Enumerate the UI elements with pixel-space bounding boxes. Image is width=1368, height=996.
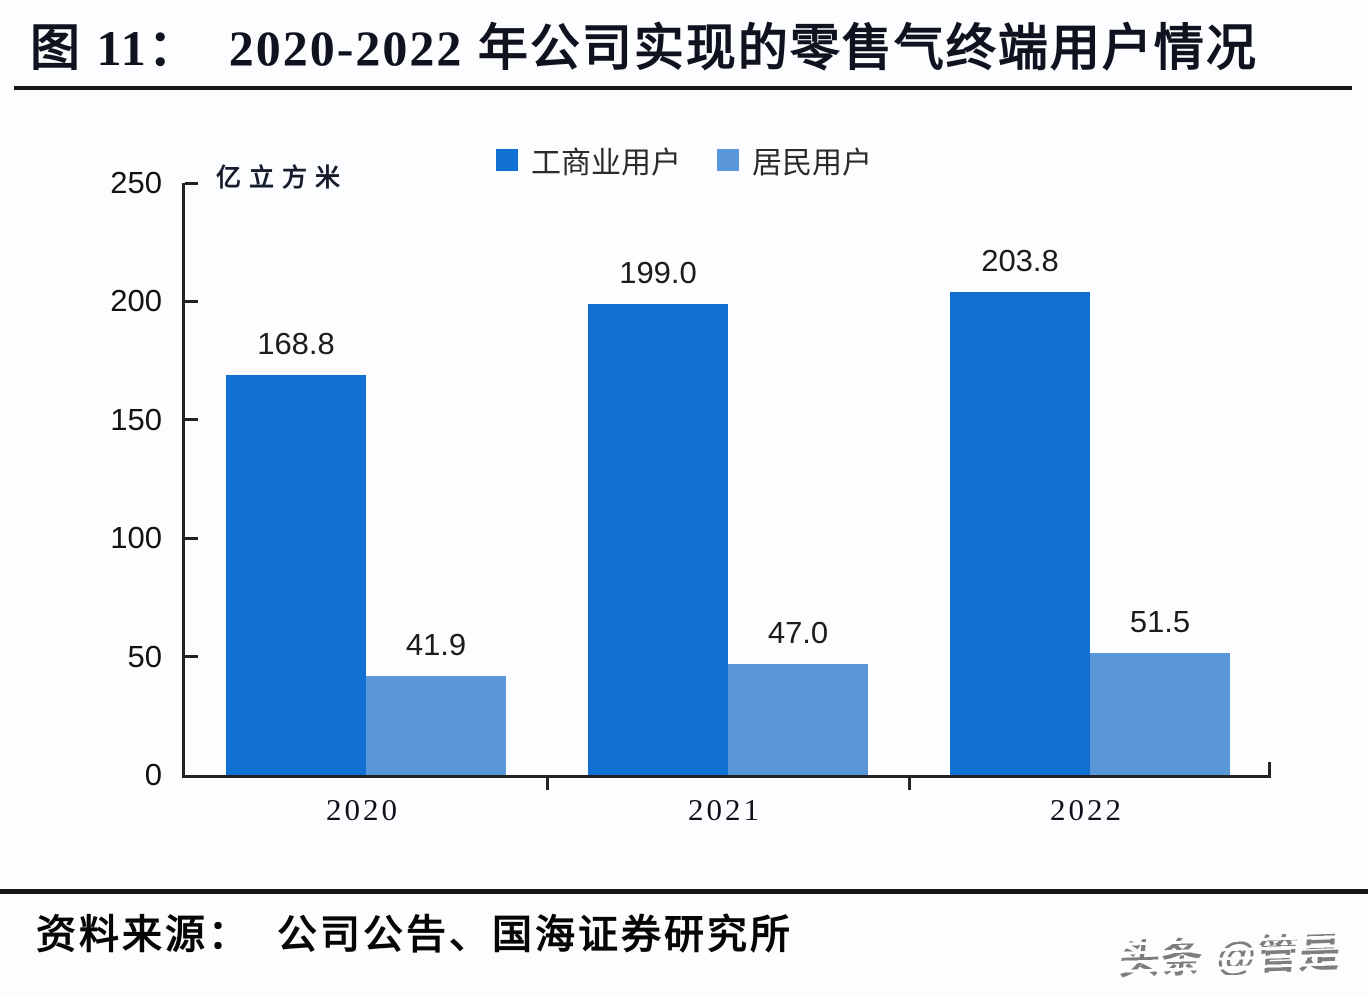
x-axis-category-label-2022: 2022: [1050, 792, 1124, 827]
y-axis-tick-mark: [185, 536, 198, 540]
data-label-2021-industrial-commercial: 199.0: [619, 254, 697, 290]
bar-fill: [1090, 653, 1230, 775]
watermark: 头条 @管是: [1118, 920, 1344, 986]
x-axis-category-label-2021: 2021: [688, 792, 762, 827]
bar-group-2021: 199.0 47.0: [547, 183, 909, 775]
legend-swatch-residential: [717, 149, 739, 171]
legend-label-industrial-commercial: 工商业用户: [531, 147, 681, 180]
y-axis-tick-mark: [185, 181, 198, 185]
x-axis-tick-mark: [907, 778, 911, 790]
y-axis-tick-mark: [185, 418, 198, 422]
bar-fill: [588, 303, 728, 775]
plot-area: 168.8 41.9 199.0 47.0 203.8 51.5: [182, 181, 1271, 790]
footer-divider: [0, 889, 1368, 894]
chart-legend: 工商业用户 居民用户: [0, 138, 1368, 182]
bar-2022-industrial-commercial: 203.8: [950, 183, 1090, 775]
y-axis-tick-label-200: 200: [110, 283, 162, 319]
figure-title: 图 11： 2020-2022 年公司实现的零售气终端用户情况: [30, 20, 1258, 76]
bar-fill: [728, 663, 868, 775]
x-axis-category-label-2020: 2020: [326, 792, 400, 827]
data-label-2022-residential: 51.5: [1129, 604, 1191, 640]
bar-2022-residential: 51.5: [1090, 183, 1230, 775]
y-axis-unit-label: 亿立方米: [216, 165, 349, 192]
legend-item-residential: 居民用户: [717, 138, 872, 182]
x-axis-tick-mark: [545, 778, 549, 790]
data-label-2020-residential: 41.9: [405, 626, 467, 662]
legend-swatch-industrial-commercial: [496, 149, 518, 171]
title-divider: [14, 86, 1352, 90]
data-label-2021-residential: 47.0: [767, 614, 829, 650]
y-axis-tick-label-0: 0: [144, 757, 162, 792]
source-attribution: 资料来源： 公司公告、国海证券研究所: [36, 912, 793, 957]
bar-fill: [226, 375, 366, 775]
y-axis-tick-label-250: 250: [110, 165, 162, 200]
data-label-2020-industrial-commercial: 168.8: [257, 326, 335, 362]
bar-fill: [950, 292, 1090, 775]
bar-fill: [366, 675, 506, 775]
x-axis-end-tick: [1268, 762, 1271, 775]
data-label-2022-industrial-commercial: 203.8: [981, 243, 1059, 279]
y-axis-tick-label-100: 100: [110, 520, 162, 556]
y-axis-tick-mark: [185, 655, 198, 659]
y-axis-tick-label-150: 150: [110, 401, 162, 437]
bar-2020-industrial-commercial: 168.8: [226, 183, 366, 775]
y-axis-tick-label-50: 50: [127, 638, 162, 674]
y-axis-tick-mark: [185, 299, 198, 303]
legend-item-industrial-commercial: 工商业用户: [496, 138, 681, 182]
bar-group-2022: 203.8 51.5: [909, 183, 1271, 775]
bar-2020-residential: 41.9: [366, 183, 506, 775]
legend-label-residential: 居民用户: [752, 147, 872, 180]
bar-2021-residential: 47.0: [728, 183, 868, 775]
y-axis-labels: 0 50 100 150 200 250: [0, 166, 162, 792]
bar-2021-industrial-commercial: 199.0: [588, 183, 728, 775]
x-axis-labels: 2020 2021 2022: [182, 792, 1268, 828]
bar-group-2020: 168.8 41.9: [185, 183, 547, 775]
